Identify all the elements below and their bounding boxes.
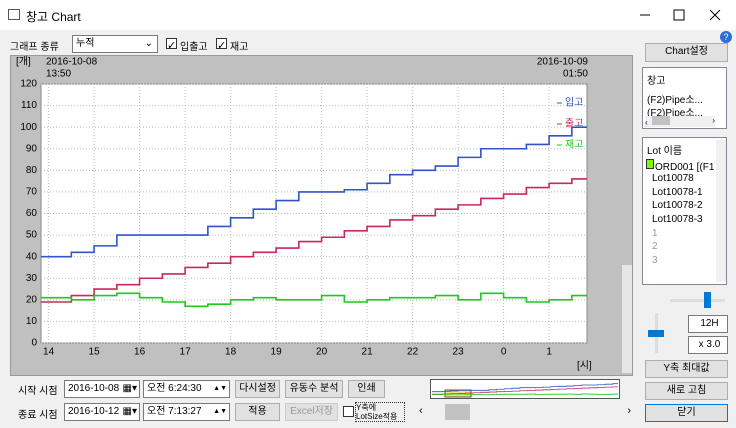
time-picker[interactable]: 오전 6:24:30 ▲▼ [143,380,230,398]
title-bar: 창고 Chart [0,0,736,30]
list-item[interactable]: 1 [652,228,658,239]
start-label: 시작 시점 [18,386,58,397]
time: 오전 6:24:30 [147,383,202,394]
help-icon[interactable]: ? [720,31,732,43]
list-item[interactable]: Lot10078 [652,173,694,184]
button[interactable]: 유동수 분석 [285,380,343,398]
list-item[interactable]: Lot10078-3 [652,214,703,225]
window-title: 창고 Chart [26,10,81,24]
chart-panel [10,55,633,376]
date: 2016-10-12 [68,406,120,417]
list-item[interactable]: 3 [652,255,658,266]
button[interactable]: 닫기 [645,404,728,422]
slider-thumb[interactable] [648,330,664,337]
button-disabled: Excel저장 [285,403,338,421]
slider-track [670,299,725,302]
button[interactable]: Chart설정 [645,43,728,62]
range-box[interactable]: 12H [688,315,728,333]
zoom-box[interactable]: x 3.0 [688,336,728,354]
h-scrollbar[interactable]: ‹ › [415,403,635,421]
end-label: 종료 시점 [18,410,58,421]
button[interactable]: 인쇄 [348,380,385,398]
date-picker[interactable]: 2016-10-08 ▦▾ [64,380,140,398]
v-scrollbar[interactable] [716,140,726,282]
list-item[interactable]: Lot10078-2 [652,200,703,211]
scrollbar[interactable] [622,265,632,373]
checkbox-label: Y축에 LotSize적용 [355,402,405,422]
lot-color [646,159,654,169]
list-item[interactable]: 2 [652,241,658,252]
app-icon [8,9,20,20]
checkbox-label: 재고 [230,42,249,53]
button[interactable]: 새로 고침 [645,382,728,400]
button[interactable]: 다시설정 [235,380,280,398]
date-picker[interactable]: 2016-10-12 ▦▾ [64,403,140,421]
list-item[interactable]: ORD001 [(F1)소 [655,162,715,173]
warehouse-list[interactable]: 창고 (F2)Pipe소... (F2)Pipe소... ‹ › [642,67,727,129]
list-header: 창고 [647,76,666,87]
button[interactable]: 적용 [235,403,280,421]
combo-value: 누적 [76,38,95,49]
checkbox[interactable]: ✓ [216,38,227,52]
slider-thumb[interactable] [704,292,711,308]
time: 오전 7:13:27 [147,406,202,417]
window-buttons[interactable] [640,0,736,30]
list-header: Lot 이름 [647,146,683,157]
overview-box[interactable] [430,379,620,399]
time-picker[interactable]: 오전 7:13:27 ▲▼ [143,403,230,421]
checkbox[interactable]: ✓ [166,38,177,52]
date: 2016-10-08 [68,383,120,394]
list-item[interactable]: (F2)Pipe소... [647,95,703,106]
graph-type-label: 그래프 종류 [10,42,59,53]
button[interactable]: Y축 최대값 [645,360,728,378]
checkbox-label: 입출고 [180,42,208,53]
graph-type-combo[interactable]: 누적 ⌄ [72,35,158,53]
checkbox[interactable] [343,406,354,417]
lot-list[interactable]: Lot 이름 ORD001 [(F1)소 Lot10078 Lot10078-1… [642,137,727,285]
list-item[interactable]: (F2)Pipe소... [647,108,703,119]
h-scrollbar[interactable]: ‹ › [645,116,715,127]
list-item[interactable]: Lot10078-1 [652,187,703,198]
